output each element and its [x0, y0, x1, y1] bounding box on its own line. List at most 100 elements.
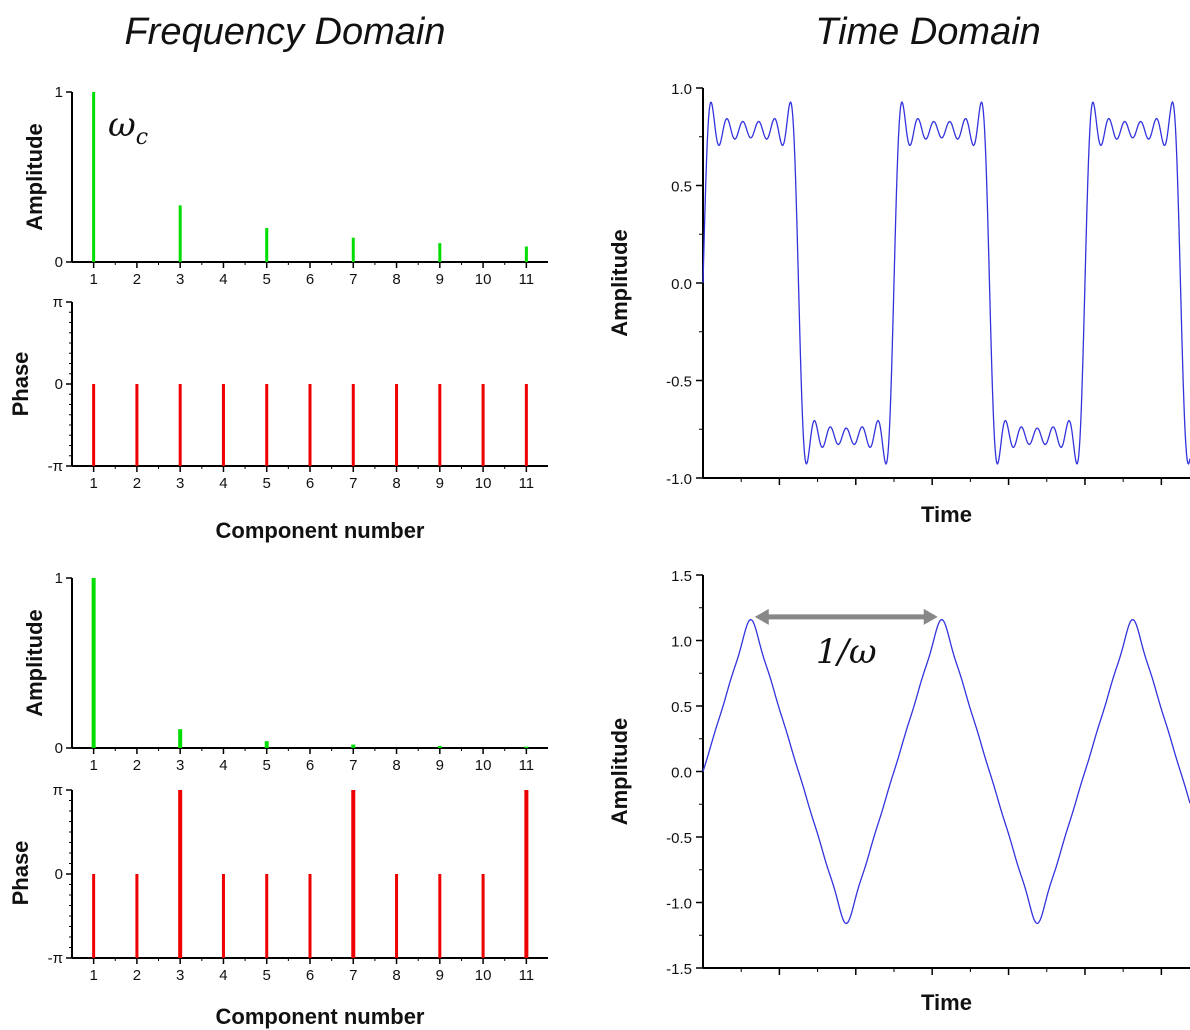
- bar-1: [92, 874, 96, 958]
- period-annotation: 1/ω: [816, 632, 877, 672]
- y-tick-label: -π: [48, 458, 63, 475]
- x-tick-label: 6: [306, 475, 314, 492]
- y-tick-label: π: [53, 782, 63, 799]
- x-tick-label: 11: [519, 271, 535, 288]
- bar-2: [178, 205, 182, 262]
- bar-1: [91, 578, 96, 748]
- x-axis-label: Component number: [216, 1004, 425, 1029]
- x-tick-label: 8: [392, 757, 400, 774]
- waveform-line: [702, 100, 1190, 466]
- omega-symbol: ω: [108, 105, 136, 145]
- y-axis-label: Phase: [8, 841, 33, 906]
- bar-9: [438, 874, 442, 958]
- bar-5: [437, 745, 442, 748]
- bar-2: [135, 874, 139, 958]
- x-tick-label: 11: [519, 757, 535, 774]
- x-tick-label: 10: [475, 271, 492, 288]
- x-tick-label: 5: [263, 271, 271, 288]
- x-tick-label: 10: [475, 475, 492, 492]
- frequency-domain-title: Frequency Domain: [124, 11, 445, 53]
- y-tick-label: 0: [55, 376, 63, 393]
- y-tick-label: 0.5: [671, 699, 692, 716]
- x-tick-label: 10: [475, 757, 492, 774]
- time-domain-title: Time Domain: [815, 11, 1041, 53]
- x-tick-label: 11: [519, 475, 535, 492]
- x-tick-label: 9: [436, 757, 444, 774]
- bar-10: [481, 384, 485, 466]
- square-phase-panel: 1 2 3 4 5 6 7 8 9 10 11 -π 0 π Phase Component number: [8, 294, 548, 543]
- y-axis-label: Amplitude: [22, 609, 47, 717]
- y-tick-label: 0.5: [671, 179, 692, 196]
- x-tick-label: 9: [436, 967, 444, 984]
- x-tick-label: 7: [349, 967, 357, 984]
- y-axis-label: Amplitude: [607, 718, 632, 826]
- bar-5: [265, 874, 269, 958]
- bar-7: [351, 384, 355, 466]
- bar-2: [178, 729, 183, 748]
- x-tick-label: 1: [89, 967, 97, 984]
- x-tick-label: 1: [89, 757, 97, 774]
- bar-3: [178, 790, 183, 958]
- y-axis-label: Phase: [8, 352, 33, 417]
- x-tick-label: 8: [392, 271, 400, 288]
- x-tick-label: 1: [89, 271, 97, 288]
- x-tick-label: 4: [219, 757, 227, 774]
- bar-11: [524, 790, 529, 958]
- bar-3: [265, 228, 269, 262]
- bar-3: [178, 384, 182, 466]
- bar-6: [524, 246, 528, 262]
- bar-4: [221, 874, 225, 958]
- x-tick-label: 8: [392, 475, 400, 492]
- waveform-line: [702, 618, 1190, 925]
- x-tick-label: 5: [263, 475, 271, 492]
- triangle-phase-panel: 1 2 3 4 5 6 7 8 9 10 11 -π 0 π Phase Component number: [8, 782, 548, 1029]
- bar-7: [351, 790, 356, 958]
- x-tick-label: 1: [89, 475, 97, 492]
- omega-subscript: c: [136, 125, 148, 150]
- bar-6: [308, 874, 312, 958]
- y-tick-label: 0: [55, 740, 63, 757]
- y-tick-label: 0.0: [671, 276, 692, 293]
- omega-c-annotation: ωc: [108, 105, 148, 150]
- x-tick-label: 4: [219, 271, 227, 288]
- x-tick-label: 2: [133, 757, 141, 774]
- bar-11: [524, 384, 528, 466]
- y-tick-label: 1.0: [671, 81, 692, 98]
- triangle-amplitude-panel: 1 2 3 4 5 6 7 8 9 10 11 0 1 Amplitude: [22, 570, 548, 774]
- x-tick-label: 7: [349, 757, 357, 774]
- y-tick-label: -π: [48, 950, 63, 967]
- y-tick-label: 1.5: [671, 568, 692, 585]
- y-tick-label: 0.0: [671, 765, 692, 782]
- x-tick-label: 4: [219, 967, 227, 984]
- x-tick-label: 9: [436, 475, 444, 492]
- y-tick-label: π: [53, 294, 63, 311]
- bar-8: [395, 384, 399, 466]
- bar-4: [351, 744, 356, 748]
- y-tick-label: 0: [55, 254, 63, 271]
- x-tick-label: 2: [133, 271, 141, 288]
- x-tick-label: 3: [176, 475, 184, 492]
- x-tick-label: 3: [176, 757, 184, 774]
- x-tick-label: 7: [349, 271, 357, 288]
- bar-1: [92, 92, 96, 262]
- x-tick-label: 3: [176, 271, 184, 288]
- square-time-panel: -1.0 -0.5 0.0 0.5 1.0 Amplitude Time: [607, 81, 1190, 527]
- x-tick-label: 2: [133, 475, 141, 492]
- x-tick-label: 5: [263, 757, 271, 774]
- bar-5: [265, 384, 269, 466]
- bar-1: [92, 384, 96, 466]
- y-axis-label: Amplitude: [607, 229, 632, 337]
- bar-10: [481, 874, 485, 958]
- period-arrow-head-right: [923, 608, 938, 625]
- square-amplitude-panel: 1 2 3 4 5 6 7 8 9 10 11 0 1 Amplitude ωc: [22, 84, 548, 288]
- y-tick-label: 1.0: [671, 634, 692, 651]
- bar-4: [351, 237, 355, 262]
- x-tick-label: 2: [133, 967, 141, 984]
- bar-3: [264, 741, 269, 748]
- x-tick-label: 5: [263, 967, 271, 984]
- period-arrow-head-left: [754, 608, 769, 625]
- x-axis-label: Time: [921, 990, 972, 1015]
- x-tick-label: 9: [436, 271, 444, 288]
- y-tick-label: -1.0: [666, 471, 692, 488]
